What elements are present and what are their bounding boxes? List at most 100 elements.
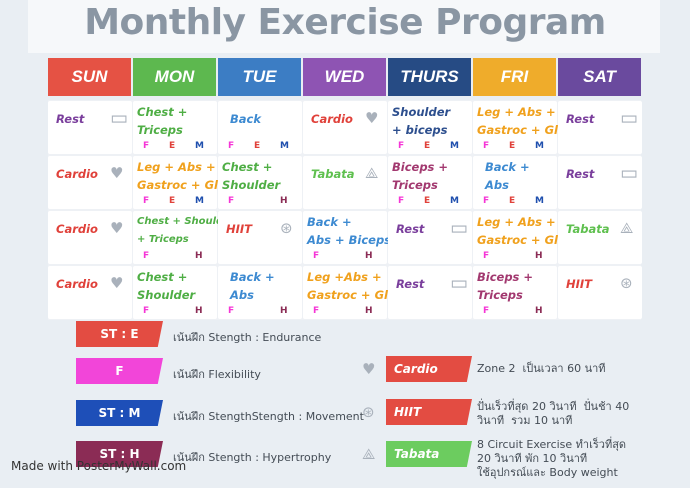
bed-icon: ▭ xyxy=(620,107,638,129)
intensity-tag-f: F xyxy=(398,141,405,151)
intensity-tag-m: M xyxy=(535,141,544,151)
intensity-tag-h: H xyxy=(195,251,203,261)
schedule-cell[interactable]: Back + Abs F H xyxy=(218,266,302,319)
title-banner xyxy=(28,0,660,53)
intensity-tag-e: E xyxy=(424,141,431,151)
workout-label: Cardio xyxy=(56,167,98,181)
workout-label: Rest xyxy=(56,112,85,126)
intensity-tag-f: F xyxy=(228,141,235,151)
schedule-cell[interactable]: Leg + Abs + Gastroc + GlueFEM xyxy=(133,156,234,209)
schedule-cell[interactable]: Back F E M xyxy=(218,101,302,154)
schedule-cell[interactable]: Leg + Abs + Gastroc + GlueFH xyxy=(473,211,574,264)
workout-label: Chest + Shoulder xyxy=(137,270,196,302)
workout-label: Cardio xyxy=(56,277,98,291)
legend-description: เน้นฝึก Flexibility xyxy=(173,368,261,381)
day-header-tue: TUE xyxy=(218,58,301,96)
intensity-tag-e: E xyxy=(424,196,431,206)
schedule-cell[interactable]: Rest ▭ xyxy=(558,156,642,209)
heart-icon: ♥ xyxy=(110,274,124,292)
intensity-tag-h: H xyxy=(280,196,288,206)
workout-label: Back + Abs xyxy=(230,270,275,302)
workout-label: Rest xyxy=(566,112,595,126)
schedule-cell[interactable]: Biceps + Triceps F H xyxy=(473,266,557,319)
workout-label: HIIT xyxy=(566,277,593,291)
intensity-tag-m: M xyxy=(195,141,204,151)
triad-icon: ⟁ xyxy=(362,445,376,463)
schedule-cell[interactable]: HIIT ⊛ xyxy=(218,211,302,264)
triad-icon: ⟁ xyxy=(620,219,634,237)
intensity-tag-e: E xyxy=(254,141,261,151)
bed-icon: ▭ xyxy=(450,217,468,239)
workout-label: Rest xyxy=(396,277,425,291)
schedule-cell[interactable]: Rest ▭ xyxy=(388,211,472,264)
wheel-icon: ⊛ xyxy=(280,219,293,237)
legend-description: เน้นฝึก StengthStength : Movement xyxy=(173,410,364,423)
legend-badge-hiit: HIIT xyxy=(386,399,472,425)
intensity-tag-m: M xyxy=(450,141,459,151)
schedule-cell[interactable]: Tabata ⟁ xyxy=(303,156,387,209)
workout-label: Back xyxy=(230,112,261,126)
intensity-tag-f: F xyxy=(313,251,320,261)
intensity-tag-h: H xyxy=(280,306,288,316)
workout-label: Biceps + Triceps xyxy=(477,270,534,302)
intensity-tag-f: F xyxy=(313,306,320,316)
workout-label: Cardio xyxy=(311,112,353,126)
intensity-tag-f: F xyxy=(228,306,235,316)
legend-badge-tabata: Tabata xyxy=(386,441,472,467)
intensity-tag-f: F xyxy=(143,141,150,151)
intensity-tag-m: M xyxy=(450,196,459,206)
schedule-cell[interactable]: Tabata ⟁ xyxy=(558,211,642,264)
heart-icon: ♥ xyxy=(365,109,379,127)
legend-description: Zone 2 เป็นเวลา 60 นาที xyxy=(477,362,606,375)
schedule-cell[interactable]: Cardio ♥ xyxy=(48,211,132,264)
intensity-tag-h: H xyxy=(195,306,203,316)
intensity-tag-f: F xyxy=(483,196,490,206)
schedule-cell[interactable]: Rest ▭ xyxy=(558,101,642,154)
triad-icon: ⟁ xyxy=(365,164,379,182)
bed-icon: ▭ xyxy=(450,272,468,294)
schedule-cell[interactable]: Chest + Triceps F E M xyxy=(133,101,217,154)
schedule-cell[interactable]: Leg +Abs + Gastroc + GlueFH xyxy=(303,266,404,319)
legend-badge: ST : M xyxy=(76,400,163,426)
workout-label: Shoulder + biceps xyxy=(392,105,451,137)
intensity-tag-f: F xyxy=(483,306,490,316)
wheel-icon: ⊛ xyxy=(620,274,633,292)
schedule-cell[interactable]: Back + Abs + Biceps F H xyxy=(303,211,391,264)
legend-description: เน้นฝึก Stength : Endurance xyxy=(173,331,322,344)
intensity-tag-h: H xyxy=(535,251,543,261)
workout-label: Back + Abs xyxy=(485,160,530,192)
schedule-cell[interactable]: Rest ▭ xyxy=(48,101,132,154)
schedule-cell[interactable]: Cardio ♥ xyxy=(48,156,132,209)
wheel-icon: ⊛ xyxy=(362,403,375,421)
intensity-tag-f: F xyxy=(143,196,150,206)
legend-description: 8 Circuit Exercise ทำเร็วที่สุด 20 วินาท… xyxy=(477,438,627,479)
legend-badge-cardio: Cardio xyxy=(386,356,472,382)
intensity-tag-e: E xyxy=(509,196,516,206)
legend-description: เน้นฝึก Stength : Hypertrophy xyxy=(173,451,332,464)
schedule-cell[interactable]: Back + Abs F E M xyxy=(473,156,557,209)
schedule-cell[interactable]: Rest ▭ xyxy=(388,266,472,319)
schedule-cell[interactable]: Leg + Abs + Gastroc + GlueFEM xyxy=(473,101,574,154)
workout-label: Biceps + Triceps xyxy=(392,160,449,192)
intensity-tag-f: F xyxy=(143,251,150,261)
schedule-cell[interactable]: Shoulder + biceps F E M xyxy=(388,101,472,154)
day-header-sun: SUN xyxy=(48,58,131,96)
schedule-cell[interactable]: Chest + Shoulder F H xyxy=(218,156,302,209)
legend-badge: ST : H xyxy=(76,441,163,467)
workout-label: Chest + Shoulder + Triceps xyxy=(137,216,235,245)
page-title: Monthly Exercise Program xyxy=(84,2,606,43)
schedule-cell[interactable]: Biceps + Triceps F E M xyxy=(388,156,472,209)
schedule-cell[interactable]: Cardio ♥ xyxy=(303,101,387,154)
intensity-tag-f: F xyxy=(398,196,405,206)
workout-label: Cardio xyxy=(56,222,98,236)
workout-label: Chest + Shoulder xyxy=(222,160,281,192)
intensity-tag-m: M xyxy=(535,196,544,206)
schedule-cell[interactable]: Cardio ♥ xyxy=(48,266,132,319)
heart-icon: ♥ xyxy=(110,219,124,237)
intensity-tag-f: F xyxy=(483,141,490,151)
schedule-cell[interactable]: HIIT ⊛ xyxy=(558,266,642,319)
day-header-sat: SAT xyxy=(558,58,641,96)
schedule-cell[interactable]: Chest + Shoulder + Triceps F H xyxy=(133,211,235,264)
schedule-cell[interactable]: Chest + Shoulder F H xyxy=(133,266,217,319)
intensity-tag-h: H xyxy=(535,306,543,316)
